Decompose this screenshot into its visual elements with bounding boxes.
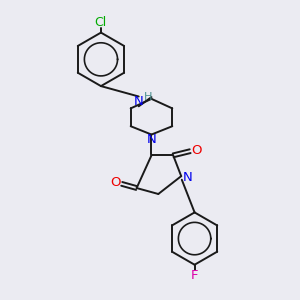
Text: N: N xyxy=(182,171,192,184)
Text: O: O xyxy=(191,144,201,157)
Text: N: N xyxy=(134,95,144,108)
Text: H: H xyxy=(144,92,152,101)
Text: O: O xyxy=(111,176,121,190)
Text: F: F xyxy=(191,268,198,282)
Text: Cl: Cl xyxy=(94,16,106,29)
Text: N: N xyxy=(146,134,156,146)
